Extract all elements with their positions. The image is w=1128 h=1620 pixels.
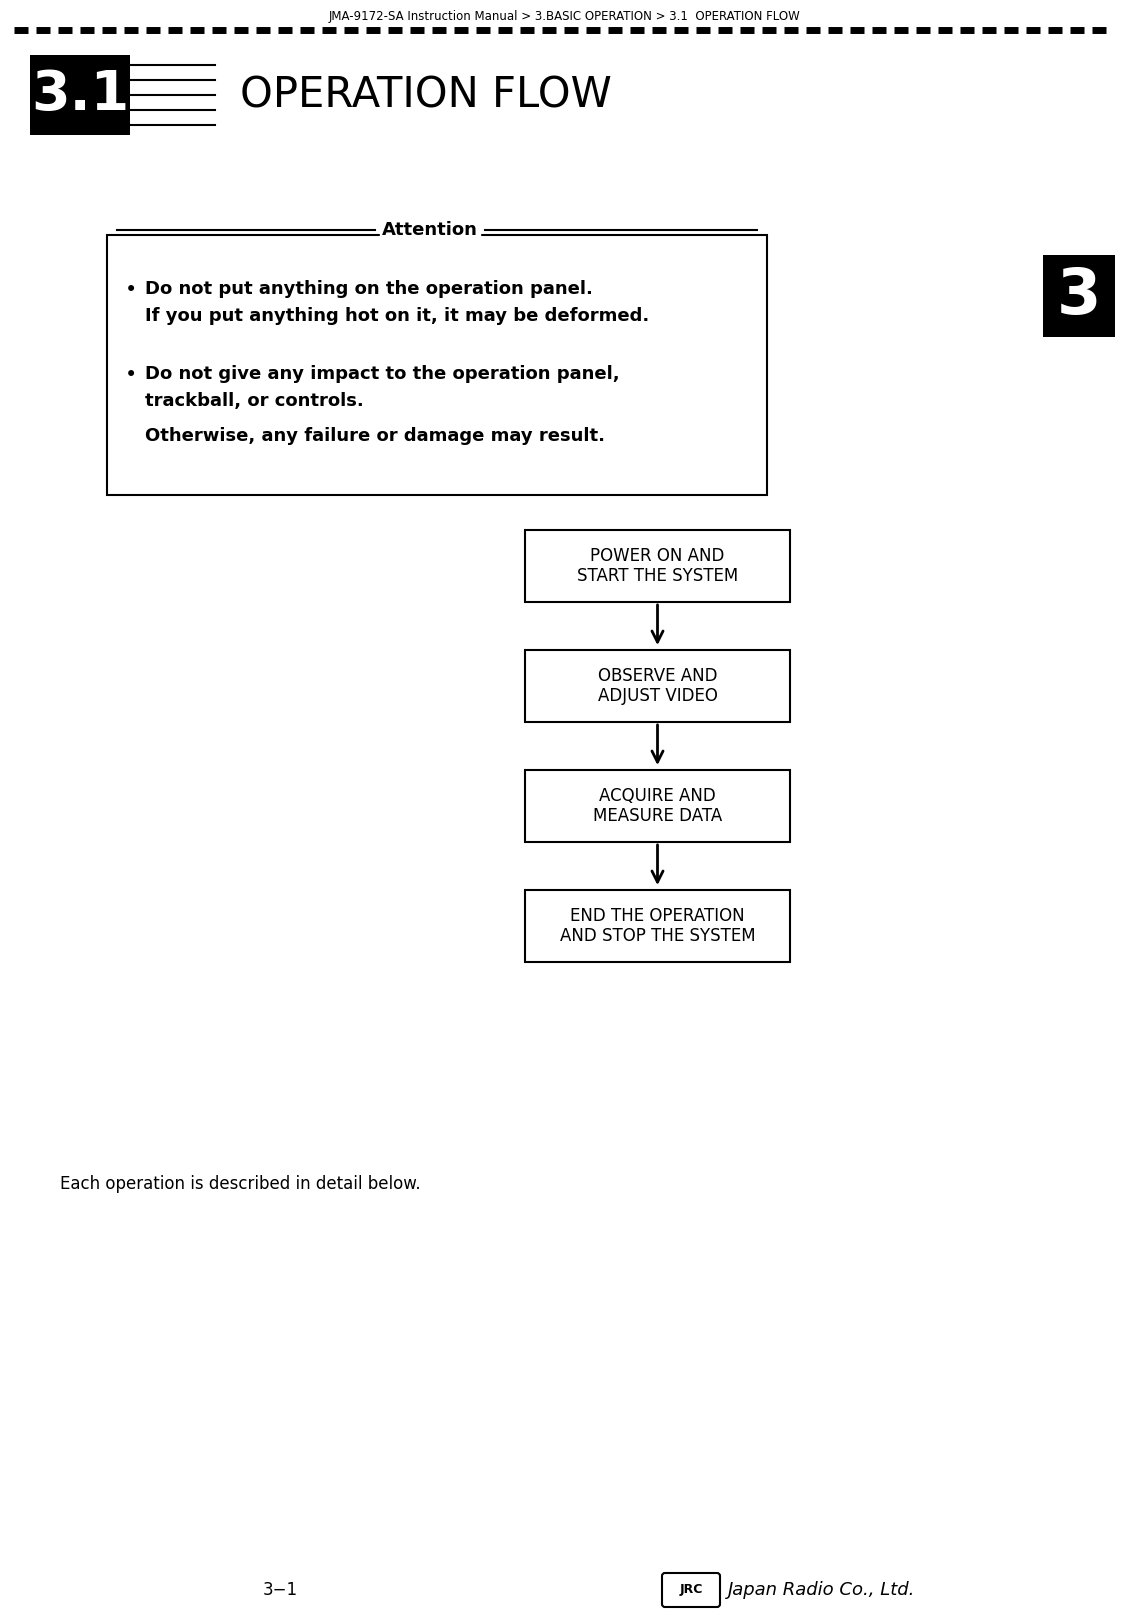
Text: 3−1: 3−1 [263, 1581, 298, 1599]
FancyBboxPatch shape [525, 650, 790, 723]
Text: POWER ON AND
START THE SYSTEM: POWER ON AND START THE SYSTEM [576, 546, 738, 585]
FancyBboxPatch shape [1043, 254, 1114, 337]
FancyBboxPatch shape [525, 889, 790, 962]
FancyBboxPatch shape [662, 1573, 720, 1607]
Text: Do not put anything on the operation panel.: Do not put anything on the operation pan… [146, 280, 593, 298]
Text: 3: 3 [1057, 266, 1101, 327]
Text: Otherwise, any failure or damage may result.: Otherwise, any failure or damage may res… [146, 428, 605, 446]
Text: END THE OPERATION
AND STOP THE SYSTEM: END THE OPERATION AND STOP THE SYSTEM [559, 907, 756, 946]
Text: •: • [125, 280, 138, 300]
Text: OPERATION FLOW: OPERATION FLOW [240, 75, 611, 117]
FancyBboxPatch shape [525, 530, 790, 603]
Text: trackball, or controls.: trackball, or controls. [146, 392, 363, 410]
FancyBboxPatch shape [107, 235, 767, 496]
FancyBboxPatch shape [525, 770, 790, 842]
FancyBboxPatch shape [30, 55, 130, 134]
Text: •: • [125, 364, 138, 386]
Text: OBSERVE AND
ADJUST VIDEO: OBSERVE AND ADJUST VIDEO [598, 666, 717, 705]
Text: Attention: Attention [382, 220, 478, 240]
Text: Each operation is described in detail below.: Each operation is described in detail be… [60, 1174, 421, 1192]
Text: If you put anything hot on it, it may be deformed.: If you put anything hot on it, it may be… [146, 308, 650, 326]
Text: JRC: JRC [679, 1583, 703, 1596]
Text: Japan Radio Co., Ltd.: Japan Radio Co., Ltd. [728, 1581, 916, 1599]
Text: JMA-9172-SA Instruction Manual > 3.BASIC OPERATION > 3.1  OPERATION FLOW: JMA-9172-SA Instruction Manual > 3.BASIC… [328, 10, 800, 23]
Text: ACQUIRE AND
MEASURE DATA: ACQUIRE AND MEASURE DATA [593, 787, 722, 826]
Text: Do not give any impact to the operation panel,: Do not give any impact to the operation … [146, 364, 619, 382]
Text: 3.1: 3.1 [30, 68, 129, 122]
